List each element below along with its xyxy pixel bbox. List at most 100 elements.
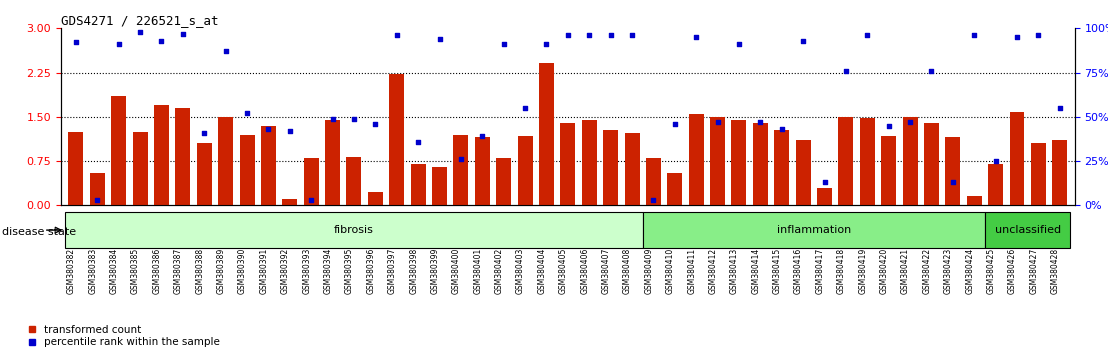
Bar <box>561 123 575 205</box>
Bar <box>839 117 853 205</box>
Point <box>666 121 684 127</box>
Text: GSM380400: GSM380400 <box>452 248 461 294</box>
Bar <box>69 132 83 205</box>
Text: GSM380397: GSM380397 <box>388 248 397 294</box>
Bar <box>689 114 704 205</box>
Text: GSM380409: GSM380409 <box>645 248 654 294</box>
Point <box>837 68 854 74</box>
Bar <box>774 130 789 205</box>
Text: inflammation: inflammation <box>777 225 851 235</box>
Text: GSM380388: GSM380388 <box>195 248 204 294</box>
Point <box>1050 105 1068 111</box>
Bar <box>731 120 747 205</box>
Bar <box>325 120 340 205</box>
Point <box>537 41 555 47</box>
Bar <box>988 164 1003 205</box>
Bar <box>65 212 643 248</box>
Bar <box>111 96 126 205</box>
Bar <box>90 173 105 205</box>
Text: GSM380407: GSM380407 <box>602 248 611 294</box>
Text: GSM380403: GSM380403 <box>516 248 525 294</box>
Bar <box>625 133 639 205</box>
Point <box>238 110 256 116</box>
Text: GSM380383: GSM380383 <box>89 248 98 294</box>
Bar <box>432 167 447 205</box>
Point <box>68 40 85 45</box>
Bar <box>475 137 490 205</box>
Bar <box>175 108 191 205</box>
Bar <box>283 199 297 205</box>
Text: GSM380428: GSM380428 <box>1050 248 1059 294</box>
Point <box>1029 33 1047 38</box>
Bar <box>817 188 832 205</box>
Bar <box>154 105 168 205</box>
Point <box>409 139 427 144</box>
Text: GSM380393: GSM380393 <box>302 248 311 294</box>
Text: GSM380410: GSM380410 <box>666 248 675 294</box>
Text: GSM380396: GSM380396 <box>367 248 376 294</box>
Text: GSM380382: GSM380382 <box>66 248 76 294</box>
Text: GSM380402: GSM380402 <box>494 248 504 294</box>
Point <box>89 197 106 203</box>
Point <box>281 128 299 134</box>
Text: GSM380424: GSM380424 <box>965 248 974 294</box>
Text: GSM380418: GSM380418 <box>837 248 845 294</box>
Bar <box>582 120 597 205</box>
Point <box>687 34 705 40</box>
Point <box>880 123 897 129</box>
Text: GSM380405: GSM380405 <box>558 248 567 294</box>
Text: GSM380385: GSM380385 <box>131 248 140 294</box>
Text: GSM380419: GSM380419 <box>859 248 868 294</box>
Text: GSM380399: GSM380399 <box>431 248 440 294</box>
Text: GSM380420: GSM380420 <box>880 248 889 294</box>
Point <box>345 116 362 121</box>
Bar <box>389 74 404 205</box>
Bar <box>197 143 212 205</box>
Text: GSM380425: GSM380425 <box>986 248 996 294</box>
Point <box>302 197 320 203</box>
Point <box>987 158 1005 164</box>
Point <box>602 33 619 38</box>
Point <box>516 105 534 111</box>
Bar <box>945 137 961 205</box>
Bar <box>453 135 469 205</box>
Bar <box>646 158 660 205</box>
Bar <box>924 123 938 205</box>
Text: GSM380414: GSM380414 <box>751 248 760 294</box>
Text: fibrosis: fibrosis <box>334 225 373 235</box>
Bar <box>752 123 768 205</box>
Bar <box>796 141 811 205</box>
Text: GSM380426: GSM380426 <box>1008 248 1017 294</box>
Point <box>131 29 148 35</box>
Text: GSM380413: GSM380413 <box>730 248 739 294</box>
Text: GSM380417: GSM380417 <box>815 248 824 294</box>
Point <box>431 36 449 42</box>
Point <box>388 33 406 38</box>
Text: GSM380389: GSM380389 <box>217 248 226 294</box>
Bar <box>260 126 276 205</box>
Point <box>645 197 663 203</box>
Text: GSM380412: GSM380412 <box>709 248 718 294</box>
Bar <box>667 173 683 205</box>
Point <box>217 48 235 54</box>
Bar <box>603 130 618 205</box>
Text: GSM380415: GSM380415 <box>772 248 782 294</box>
Bar <box>304 158 319 205</box>
Point <box>859 33 876 38</box>
Bar <box>710 117 725 205</box>
Point <box>794 38 812 44</box>
Point <box>473 133 491 139</box>
Text: GSM380392: GSM380392 <box>280 248 290 294</box>
Point <box>709 119 727 125</box>
Bar <box>368 192 383 205</box>
Bar <box>1053 141 1067 205</box>
Point <box>730 41 748 47</box>
Point <box>495 41 513 47</box>
Text: unclassified: unclassified <box>995 225 1060 235</box>
Text: GSM380394: GSM380394 <box>324 248 332 294</box>
Point <box>965 33 983 38</box>
Bar <box>411 164 425 205</box>
Point <box>623 33 640 38</box>
Text: GSM380401: GSM380401 <box>473 248 482 294</box>
Bar <box>347 157 361 205</box>
